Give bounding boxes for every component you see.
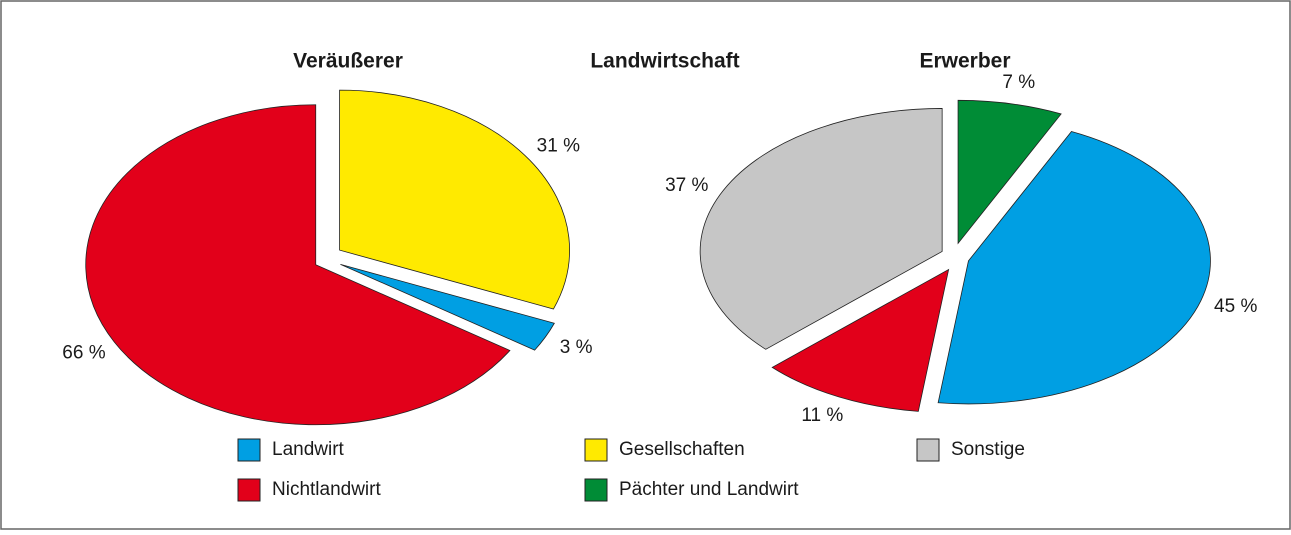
legend-swatch	[916, 438, 940, 462]
pie-title: Veräußerer	[293, 50, 403, 73]
pie-slice	[771, 268, 950, 412]
legend-label: Sonstige	[951, 439, 1025, 460]
pie-slice	[85, 104, 511, 426]
legend-swatch	[237, 438, 261, 462]
legend-label: Nichtlandwirt	[272, 479, 381, 500]
pie-slice	[340, 263, 555, 351]
chart-title: Landwirtschaft	[590, 50, 739, 73]
data-label: 45 %	[1214, 296, 1257, 317]
data-label: 3 %	[560, 337, 593, 358]
pie-slice	[957, 99, 1062, 245]
pie-title: Erwerber	[919, 50, 1010, 73]
data-label: 37 %	[665, 175, 708, 196]
legend-swatch	[584, 478, 608, 502]
legend-swatch	[584, 438, 608, 462]
pie-slice	[937, 131, 1211, 405]
data-label: 31 %	[537, 136, 580, 157]
legend-label: Gesellschaften	[619, 439, 745, 460]
data-label: 7 %	[1002, 72, 1035, 93]
pie-slice	[699, 108, 943, 350]
data-label: 11 %	[801, 405, 843, 426]
pie-slice	[339, 89, 570, 310]
legend-swatch	[237, 478, 261, 502]
legend-label: Landwirt	[272, 439, 345, 460]
data-label: 66 %	[62, 342, 105, 363]
legend-label: Pächter und Landwirt	[619, 479, 799, 500]
